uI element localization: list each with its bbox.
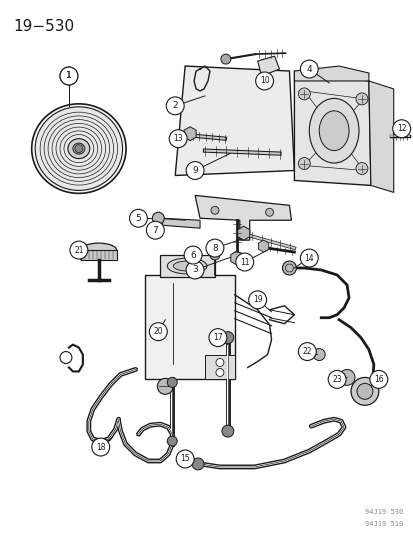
Text: 19−530: 19−530	[13, 19, 74, 34]
Ellipse shape	[309, 99, 358, 163]
Text: 19: 19	[252, 295, 262, 304]
Circle shape	[298, 88, 310, 100]
Circle shape	[209, 329, 226, 346]
Ellipse shape	[167, 258, 206, 274]
Circle shape	[355, 163, 367, 174]
Circle shape	[355, 93, 367, 105]
Polygon shape	[368, 81, 393, 192]
Polygon shape	[204, 354, 234, 379]
Circle shape	[149, 322, 167, 341]
Text: 12: 12	[396, 124, 406, 133]
Polygon shape	[162, 218, 199, 228]
Text: 22: 22	[302, 347, 311, 356]
Ellipse shape	[81, 243, 116, 257]
Ellipse shape	[35, 107, 122, 190]
Circle shape	[216, 368, 223, 376]
Circle shape	[75, 144, 83, 152]
Circle shape	[186, 161, 204, 180]
Polygon shape	[294, 66, 368, 81]
Circle shape	[169, 130, 187, 148]
Circle shape	[265, 208, 273, 216]
Circle shape	[255, 72, 273, 90]
Text: 4: 4	[306, 64, 311, 74]
Ellipse shape	[32, 104, 126, 193]
Circle shape	[338, 369, 354, 385]
Circle shape	[192, 458, 204, 470]
Circle shape	[282, 261, 296, 275]
Text: 17: 17	[213, 333, 222, 342]
Text: 6: 6	[190, 251, 195, 260]
Text: 20: 20	[153, 327, 163, 336]
Circle shape	[70, 241, 88, 259]
FancyBboxPatch shape	[81, 250, 116, 260]
Circle shape	[206, 239, 223, 257]
Circle shape	[211, 206, 218, 214]
Circle shape	[216, 359, 223, 367]
Circle shape	[146, 221, 164, 239]
Text: 7: 7	[152, 225, 158, 235]
Text: 94J19 530: 94J19 530	[365, 508, 403, 515]
Text: 23: 23	[332, 375, 341, 384]
Circle shape	[167, 436, 177, 446]
Circle shape	[221, 425, 233, 437]
Text: 1: 1	[66, 71, 71, 80]
Text: 18: 18	[96, 442, 105, 451]
Polygon shape	[294, 71, 370, 185]
Text: 2: 2	[172, 101, 178, 110]
Circle shape	[184, 246, 202, 264]
Polygon shape	[195, 196, 291, 240]
Circle shape	[129, 209, 147, 227]
Text: 11: 11	[240, 257, 249, 266]
Text: 16: 16	[373, 375, 383, 384]
Text: 14: 14	[304, 254, 313, 263]
Circle shape	[166, 97, 184, 115]
Circle shape	[298, 343, 316, 360]
Circle shape	[157, 378, 173, 394]
Circle shape	[176, 450, 194, 468]
Text: 8: 8	[211, 244, 217, 253]
Ellipse shape	[173, 261, 201, 271]
Circle shape	[221, 332, 233, 344]
Text: 5: 5	[135, 214, 141, 223]
Circle shape	[313, 349, 325, 360]
Text: 21: 21	[74, 246, 83, 255]
Circle shape	[369, 370, 387, 389]
Text: 3: 3	[192, 265, 197, 274]
Circle shape	[152, 212, 164, 224]
Text: 1: 1	[66, 71, 71, 80]
Polygon shape	[257, 56, 279, 76]
Circle shape	[248, 291, 266, 309]
Circle shape	[350, 377, 378, 405]
Polygon shape	[175, 66, 294, 175]
Circle shape	[300, 249, 318, 267]
Text: 10: 10	[259, 76, 269, 85]
Text: 13: 13	[173, 134, 183, 143]
Text: 15: 15	[180, 455, 190, 464]
FancyBboxPatch shape	[145, 275, 234, 379]
Circle shape	[392, 120, 410, 138]
Circle shape	[300, 60, 318, 78]
FancyBboxPatch shape	[160, 255, 214, 277]
Circle shape	[60, 67, 78, 85]
Circle shape	[186, 261, 204, 279]
Circle shape	[221, 54, 230, 64]
Circle shape	[328, 370, 345, 389]
Circle shape	[92, 438, 109, 456]
Circle shape	[235, 253, 253, 271]
Ellipse shape	[68, 139, 90, 158]
Circle shape	[60, 67, 78, 85]
Ellipse shape	[73, 143, 85, 154]
Circle shape	[298, 158, 310, 169]
Text: 9: 9	[192, 166, 197, 175]
Ellipse shape	[318, 111, 348, 151]
Text: 94J19 510: 94J19 510	[365, 521, 403, 527]
Circle shape	[167, 377, 177, 387]
Circle shape	[209, 250, 219, 260]
Circle shape	[356, 383, 372, 399]
